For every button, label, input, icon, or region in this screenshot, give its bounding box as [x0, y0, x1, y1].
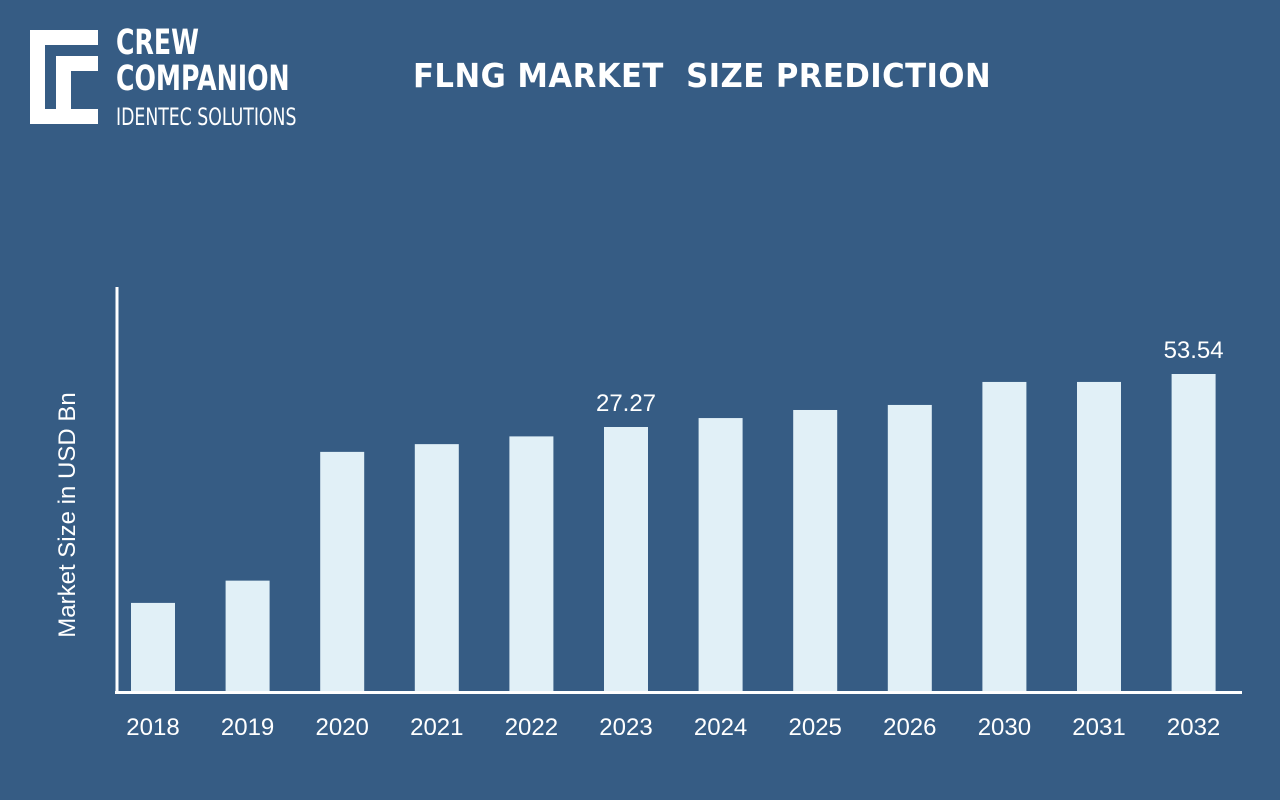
- x-tick-label: 2022: [505, 714, 558, 741]
- x-tick-label: 2019: [221, 714, 274, 741]
- bar-2024: [698, 418, 743, 691]
- bar-2021: [414, 444, 459, 691]
- x-tick-label: 2032: [1167, 714, 1220, 741]
- logo-line-2: COMPANION: [116, 59, 290, 99]
- bar-2020: [320, 451, 365, 691]
- logo-line-1: CREW: [116, 23, 199, 63]
- x-tick-label: 2031: [1072, 714, 1125, 741]
- bar-2019: [225, 580, 270, 691]
- crew-companion-logo-icon: [30, 30, 98, 124]
- data-label-2023: 27.27: [596, 390, 656, 417]
- bar-2026: [887, 404, 932, 691]
- logo-line-3: IDENTEC SOLUTIONS: [116, 103, 297, 131]
- logo-wordmark: CREW COMPANION IDENTEC SOLUTIONS: [116, 23, 297, 131]
- data-label-2032: 53.54: [1164, 337, 1224, 364]
- bar-2018: [131, 602, 175, 691]
- bar-2022: [509, 436, 554, 691]
- bar-2032: [1171, 374, 1216, 691]
- x-tick-label: 2018: [126, 714, 179, 741]
- x-tick-label: 2026: [883, 714, 936, 741]
- x-tick-label: 2023: [599, 714, 652, 741]
- chart-title: FLNG MARKET SIZE PREDICTION: [413, 56, 992, 95]
- x-tick-label: 2021: [410, 714, 463, 741]
- x-tick-label: 2024: [694, 714, 747, 741]
- bar-2023: [604, 427, 648, 691]
- x-tick-label: 2020: [316, 714, 369, 741]
- x-tick-label: 2030: [978, 714, 1031, 741]
- bar-2030: [982, 381, 1027, 691]
- bar-2025: [793, 409, 838, 691]
- x-tick-label: 2025: [789, 714, 842, 741]
- bar-2031: [1077, 381, 1121, 691]
